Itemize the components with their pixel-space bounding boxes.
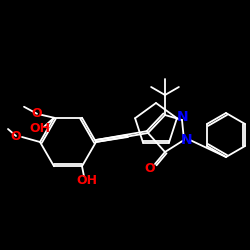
Text: N: N <box>181 133 193 147</box>
Text: O: O <box>11 130 21 142</box>
Text: N: N <box>177 110 189 124</box>
Text: O: O <box>32 107 42 120</box>
Text: O: O <box>145 162 155 175</box>
Text: OH: OH <box>30 122 50 135</box>
Text: OH: OH <box>76 174 98 187</box>
